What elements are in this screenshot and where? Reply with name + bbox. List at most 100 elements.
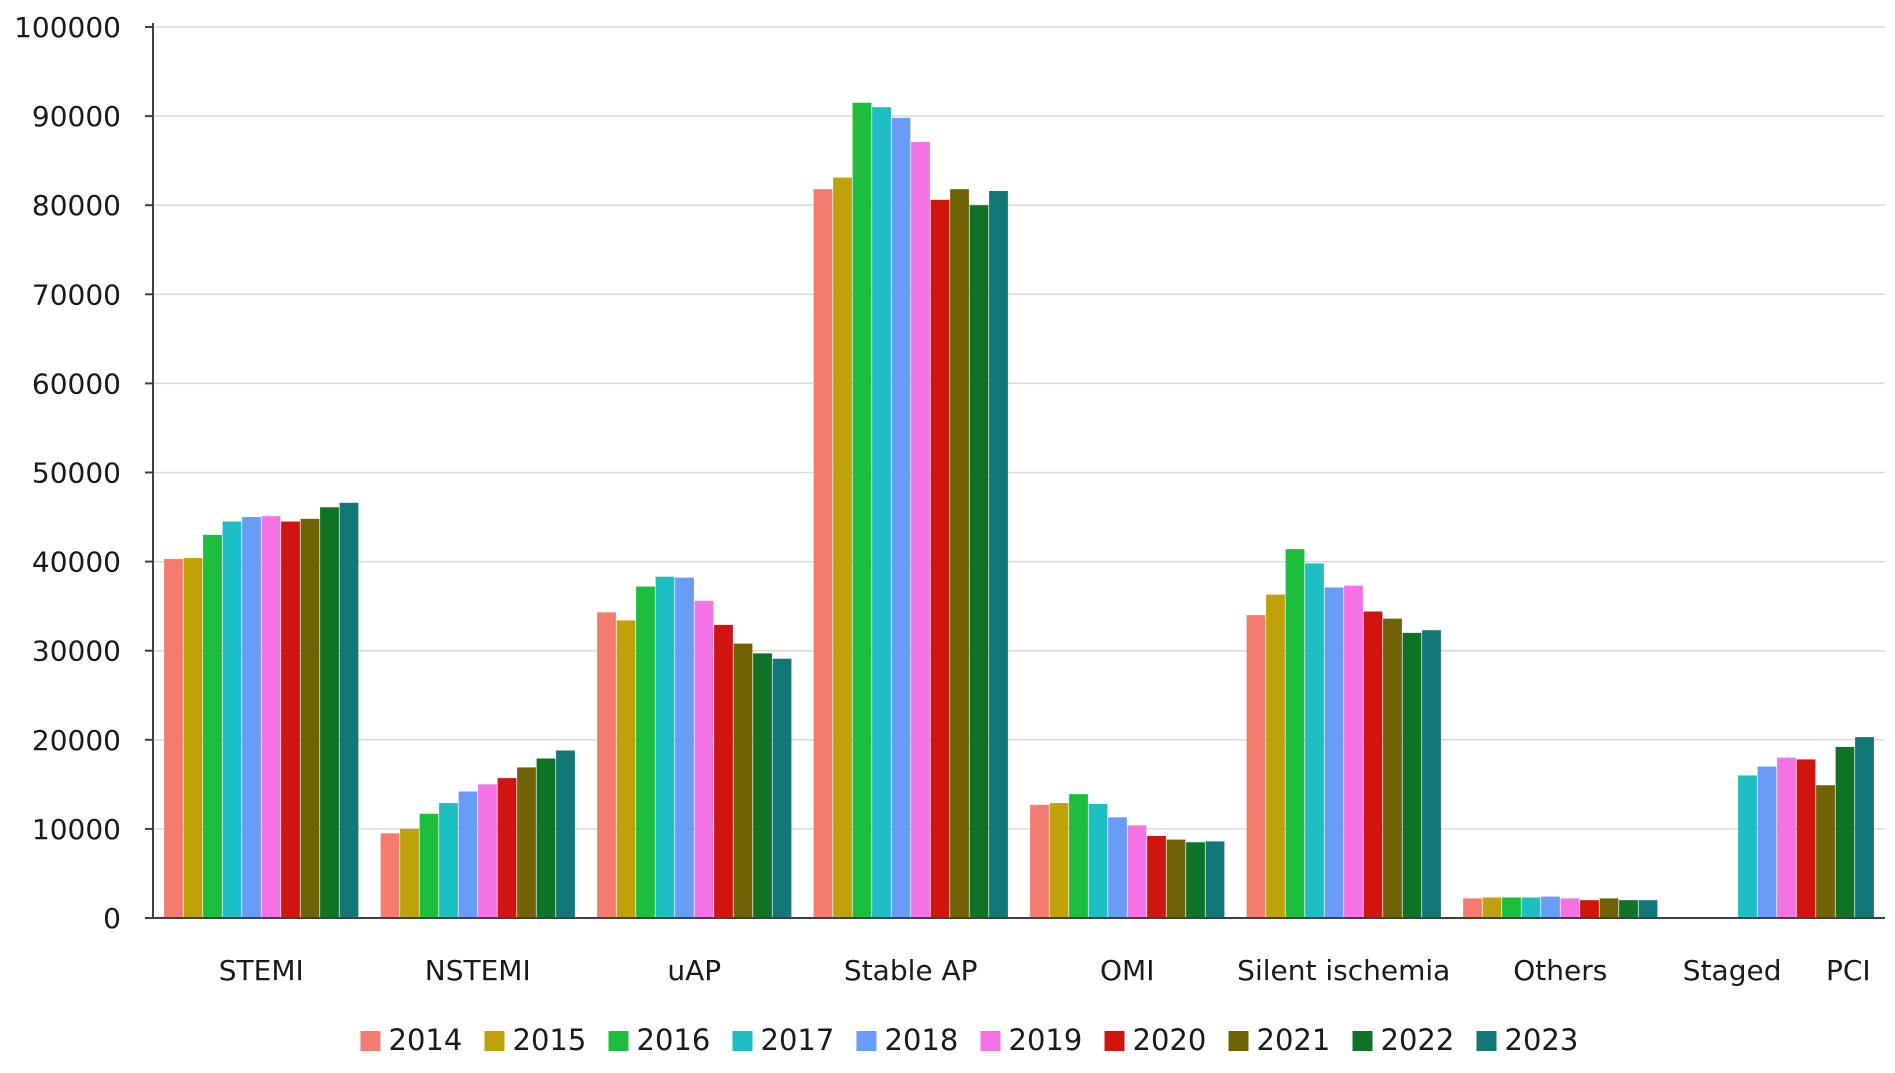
bar-2021-stemi — [300, 518, 320, 918]
bar-2020-stemi — [281, 521, 300, 918]
bar-2018-silent-ischemia — [1324, 587, 1344, 918]
bar-2020-staged-pci — [1796, 759, 1816, 918]
bar-2018-uap — [675, 577, 694, 918]
bar-2015-stable-ap — [833, 177, 852, 919]
legend-swatch — [856, 1031, 877, 1051]
bar-2017-others — [1521, 897, 1541, 918]
bar-2021-staged-pci — [1816, 785, 1835, 918]
bar-2021-stable-ap — [950, 189, 969, 919]
bar-2023-nstemi — [556, 750, 575, 918]
bar-2017-stable-ap — [872, 107, 891, 918]
bar-2022-omi — [1186, 842, 1205, 918]
bar-2018-omi — [1108, 817, 1127, 918]
bar-2016-uap — [636, 586, 655, 918]
x-tick-label: Stable AP — [844, 954, 978, 987]
bar-2023-staged-pci — [1855, 737, 1874, 918]
y-tick-label: 100000 — [14, 11, 121, 44]
bar-2019-omi — [1127, 825, 1147, 918]
bar-2022-silent-ischemia — [1402, 632, 1422, 918]
y-tick-label: 10000 — [32, 813, 121, 846]
bar-2017-omi — [1088, 803, 1108, 918]
legend-label: 2017 — [761, 1023, 835, 1057]
y-axis-tick-labels: 0 10000 20000 30000 40000 50000 60000 70000 8000… — [14, 11, 121, 935]
bar-2015-nstemi — [400, 828, 419, 918]
bar-2014-stable-ap — [813, 189, 833, 919]
bar-2020-stable-ap — [930, 199, 950, 918]
bar-2023-stemi — [339, 502, 359, 918]
bar-2022-nstemi — [536, 758, 556, 918]
bar-2015-silent-ischemia — [1266, 594, 1285, 918]
bar-2021-others — [1599, 898, 1619, 918]
bar-2020-nstemi — [497, 778, 517, 918]
bar-2021-nstemi — [517, 767, 536, 918]
legend-swatch — [360, 1031, 381, 1051]
bar-2014-others — [1463, 898, 1482, 918]
bars — [164, 102, 1874, 919]
x-tick-label: STEMI — [219, 954, 304, 987]
bar-2019-others — [1560, 898, 1580, 918]
bar-2019-stemi — [261, 516, 281, 918]
x-tick-label: Silent ischemia — [1237, 954, 1450, 987]
bar-2016-omi — [1069, 794, 1088, 918]
legend-swatch — [1476, 1031, 1497, 1051]
bar-2019-nstemi — [478, 784, 497, 918]
bar-2020-silent-ischemia — [1363, 611, 1383, 918]
bar-2015-others — [1482, 897, 1502, 918]
bar-2015-uap — [616, 620, 636, 918]
y-tick-label: 40000 — [32, 546, 121, 579]
legend-label: 2020 — [1133, 1023, 1207, 1057]
legend-label: 2023 — [1505, 1023, 1579, 1057]
bar-2014-omi — [1030, 804, 1049, 918]
bar-2016-others — [1502, 897, 1521, 918]
legend-swatch — [1104, 1031, 1125, 1051]
legend-label: 2019 — [1009, 1023, 1083, 1057]
bar-2019-stable-ap — [911, 141, 930, 919]
bar-2023-silent-ischemia — [1422, 630, 1441, 918]
bar-2022-stable-ap — [969, 205, 989, 918]
bar-2017-nstemi — [439, 803, 458, 918]
bar-2016-nstemi — [419, 813, 439, 918]
x-tick-label: OMI — [1100, 954, 1154, 987]
x-tick-label: NSTEMI — [425, 954, 531, 987]
bar-2017-silent-ischemia — [1305, 563, 1324, 918]
axes — [145, 23, 1885, 919]
bar-2016-stable-ap — [852, 102, 872, 919]
legend-swatch — [484, 1031, 505, 1051]
bar-2016-stemi — [203, 534, 222, 918]
bar-2023-omi — [1205, 841, 1225, 918]
y-tick-label: 60000 — [32, 367, 121, 400]
bar-2017-uap — [655, 576, 675, 918]
bar-2020-omi — [1147, 836, 1166, 918]
x-tick-label: Others — [1513, 954, 1607, 987]
bar-2022-staged-pci — [1835, 746, 1855, 918]
bar-2018-others — [1541, 896, 1560, 918]
bar-2022-others — [1619, 900, 1638, 918]
legend-swatch — [608, 1031, 629, 1051]
legend-swatch — [1228, 1031, 1249, 1051]
bar-2018-stable-ap — [891, 117, 911, 918]
legend-label: 2021 — [1257, 1023, 1331, 1057]
legend-label: 2016 — [637, 1023, 711, 1057]
bar-2022-stemi — [320, 507, 339, 918]
bar-2016-silent-ischemia — [1285, 549, 1305, 918]
legend-swatch — [1352, 1031, 1373, 1051]
bar-2018-stemi — [242, 517, 261, 918]
legend-label: 2014 — [389, 1023, 463, 1057]
x-axis-tick-labels: STEMI NSTEMI uAP Stable AP OMI Silent ischemi… — [219, 954, 1871, 987]
legend-swatch — [732, 1031, 753, 1051]
y-tick-label: 80000 — [32, 189, 121, 222]
bar-2014-silent-ischemia — [1246, 615, 1266, 918]
gridlines — [153, 26, 1885, 830]
legend-swatch — [980, 1031, 1001, 1051]
bar-2014-stemi — [164, 558, 183, 918]
bar-2014-nstemi — [380, 833, 400, 918]
bar-2021-uap — [733, 643, 753, 918]
bar-2023-uap — [772, 658, 792, 918]
y-tick-label: 70000 — [32, 278, 121, 311]
x-tick-label: Staged PCI — [1683, 954, 1871, 987]
x-tick-label: uAP — [667, 954, 721, 987]
bar-2019-staged-pci — [1777, 757, 1796, 918]
bar-2018-staged-pci — [1757, 766, 1777, 918]
